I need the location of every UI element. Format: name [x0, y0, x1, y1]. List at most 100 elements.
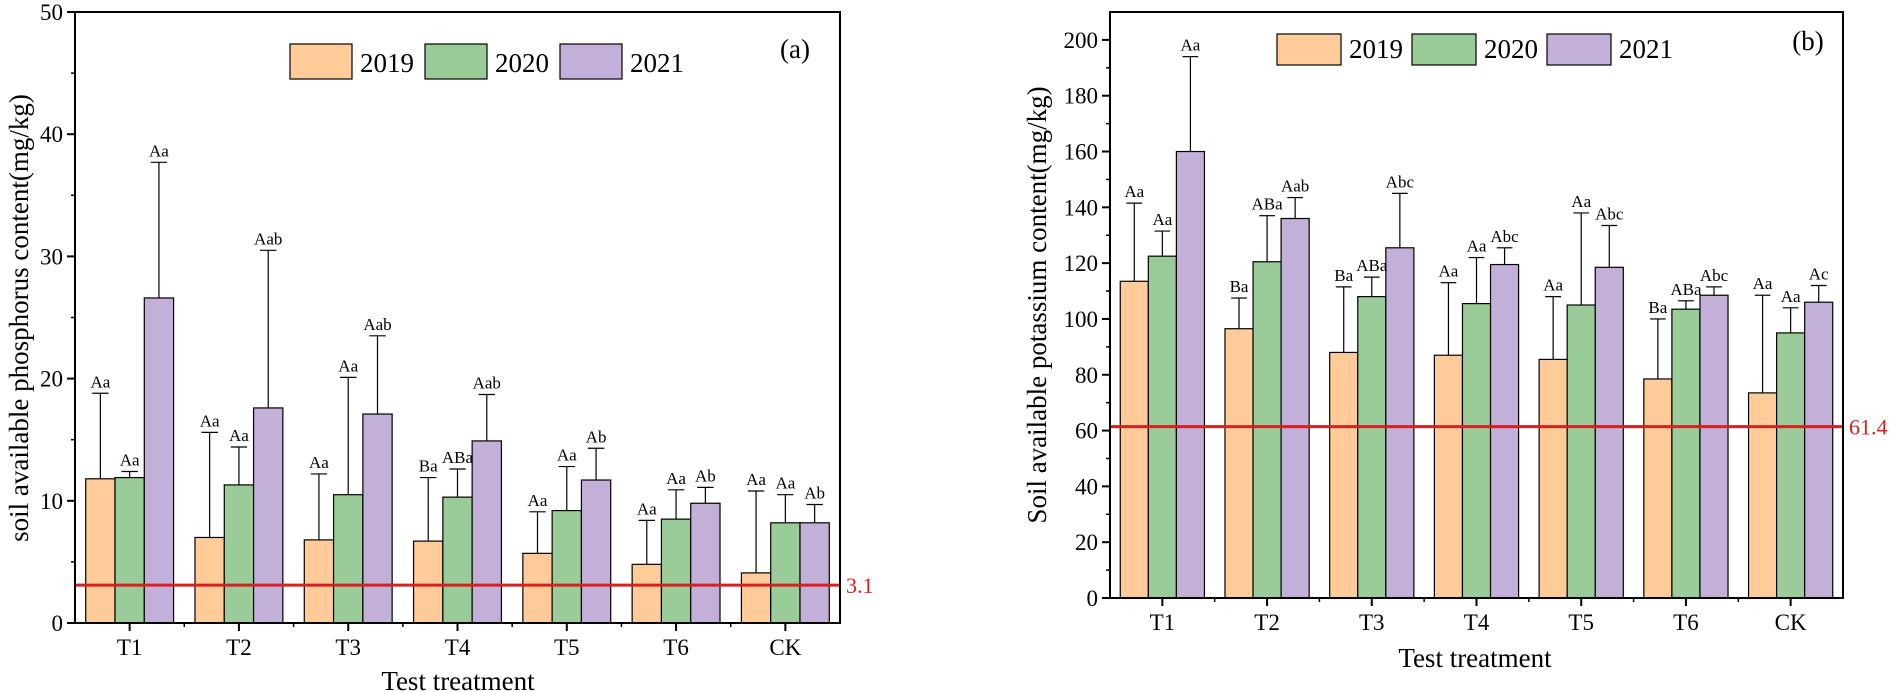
- bar-t5-2019: [522, 552, 553, 624]
- significance-label-t6-2020: Aa: [666, 469, 686, 488]
- bar-t5-2021: [580, 479, 612, 624]
- legend-swatch-2019: [289, 43, 353, 80]
- y-tick-label: 0: [1087, 586, 1099, 611]
- bar-t4-2020: [1461, 303, 1492, 599]
- y-tick-label: 100: [1064, 307, 1099, 332]
- significance-label-t2-2019: Ba: [1230, 277, 1249, 296]
- significance-label-t6-2021: Ab: [695, 466, 716, 485]
- x-tick-label-t3: T3: [335, 635, 361, 660]
- significance-label-t3-2021: Aab: [363, 315, 391, 334]
- bar-t1-2019: [85, 478, 116, 624]
- bar-ck-2021: [1804, 301, 1834, 599]
- bar-t3-2020: [1357, 296, 1387, 599]
- significance-label-t5-2019: Aa: [1543, 276, 1563, 295]
- legend-label-2021: 2021: [630, 48, 684, 78]
- legend-b: 2019 2020 2021: [1276, 33, 1673, 66]
- x-tick-label-t2: T2: [226, 635, 252, 660]
- bar-ck-2019: [740, 572, 772, 624]
- significance-label-ck-2020: Aa: [775, 474, 795, 493]
- bar-t6-2020: [660, 518, 692, 624]
- y-tick-label: 180: [1064, 84, 1099, 109]
- x-tick-label-t4: T4: [1464, 610, 1490, 635]
- chart-panel-b: AaAaAaBaABaAabBaABaAbcAaAaAbcAaAaAbcBaAB…: [1022, 11, 1888, 673]
- bar-t4-2021: [471, 440, 503, 624]
- significance-label-t5-2020: Aa: [557, 446, 577, 465]
- y-tick-label: 20: [40, 367, 63, 392]
- legend-swatch-2019: [1276, 33, 1342, 66]
- significance-label-t1-2020: Aa: [120, 450, 140, 469]
- legend-swatch-2020: [1411, 33, 1477, 66]
- y-axis-a: 0 10 20 30 40 50: [40, 0, 75, 636]
- bar-t2-2021: [252, 407, 284, 624]
- significance-label-ck-2021: Ac: [1809, 264, 1829, 283]
- bar-t3-2020: [332, 494, 364, 624]
- significance-label-t4-2020: Aa: [1467, 237, 1487, 256]
- x-axis-a: T1 T2 T3 T4 T5 T6 CK: [117, 623, 802, 660]
- legend-swatch-2021: [559, 43, 623, 80]
- bar-t3-2019: [1329, 351, 1359, 599]
- significance-label-t5-2021: Ab: [586, 427, 607, 446]
- bar-ck-2019: [1747, 392, 1778, 599]
- chart-panel-a: Aa Aa Aa Aa Aa Aab Aa Aa Aab Ba ABa Aab Aa Aa Ab Aa Aa Ab…: [4, 0, 874, 692]
- significance-label-t2-2020: ABa: [1251, 195, 1283, 214]
- x-tick-label-t1: T1: [117, 635, 143, 660]
- x-tick-label-t4: T4: [445, 635, 471, 660]
- significance-label-t6-2021: Abc: [1700, 266, 1729, 285]
- y-axis-title-b: Soil available potassium content(mg/kg): [1022, 86, 1052, 523]
- significance-label-ck-2021: Ab: [804, 483, 825, 502]
- legend-a: 2019 2020 2021: [289, 43, 684, 80]
- y-tick-label: 20: [1075, 530, 1098, 555]
- bar-t1-2021: [1175, 150, 1206, 599]
- bar-t1-2021: [143, 297, 175, 624]
- bar-t6-2020: [1671, 308, 1701, 599]
- x-tick-label-t6: T6: [1673, 610, 1699, 635]
- bar-t2-2019: [1224, 328, 1254, 599]
- bar-t1-2019: [1119, 280, 1149, 599]
- significance-label-t6-2019: Ba: [1648, 298, 1667, 317]
- bar-t6-2019: [631, 563, 663, 624]
- y-tick-label: 30: [40, 244, 63, 269]
- legend-label-2020: 2020: [1484, 34, 1538, 64]
- x-tick-label-t3: T3: [1359, 610, 1385, 635]
- y-tick-label: 10: [40, 489, 63, 514]
- bar-ck-2020: [1776, 332, 1806, 599]
- significance-label-t3-2019: Aa: [309, 453, 329, 472]
- x-tick-label-t5: T5: [1568, 610, 1594, 635]
- x-tick-label-ck: CK: [769, 635, 801, 660]
- bar-t5-2020: [1566, 304, 1596, 599]
- significance-label-ck-2020: Aa: [1781, 287, 1801, 306]
- y-tick-label: 120: [1064, 251, 1099, 276]
- bar-t5-2020: [551, 509, 583, 624]
- significance-label-t1-2021: Aa: [1181, 36, 1201, 55]
- y-tick-label: 40: [1075, 474, 1098, 499]
- bar-ck-2021: [799, 522, 830, 624]
- legend-label-2021: 2021: [1619, 34, 1673, 64]
- significance-label-t4-2020: ABa: [442, 448, 474, 467]
- significance-label-t1-2019: Aa: [90, 372, 110, 391]
- significance-label-ck-2019: Aa: [1753, 274, 1773, 293]
- significance-labels-group-b: AaAaAaBaABaAabBaABaAbcAaAaAbcAaAaAbcBaAB…: [1124, 36, 1829, 317]
- bar-t2-2021: [1280, 217, 1310, 599]
- x-tick-label-t5: T5: [554, 635, 580, 660]
- reference-line-label-a: 3.1: [846, 573, 874, 598]
- y-tick-label: 50: [40, 0, 63, 25]
- significance-label-t5-2019: Aa: [528, 491, 548, 510]
- x-axis-title-b: Test treatment: [1398, 643, 1552, 673]
- bars-group-a: [85, 297, 830, 624]
- x-tick-label-t2: T2: [1254, 610, 1280, 635]
- significance-label-t3-2020: ABa: [1356, 256, 1388, 275]
- y-tick-label: 160: [1064, 140, 1099, 165]
- panel-label-a: (a): [780, 34, 810, 64]
- significance-label-t6-2019: Aa: [637, 499, 657, 518]
- legend-swatch-2021: [1546, 33, 1612, 66]
- error-bars-group-a: [92, 161, 823, 573]
- significance-label-t1-2019: Aa: [1124, 182, 1144, 201]
- significance-label-t3-2021: Abc: [1386, 172, 1415, 191]
- bar-t2-2019: [194, 536, 225, 624]
- x-axis-b: T1 T2 T3 T4 T5 T6 CK: [1150, 598, 1807, 635]
- significance-label-t1-2021: Aa: [149, 141, 169, 160]
- bar-t6-2019: [1643, 378, 1673, 599]
- significance-label-t4-2021: Abc: [1490, 227, 1519, 246]
- bars-group-b: [1119, 150, 1834, 599]
